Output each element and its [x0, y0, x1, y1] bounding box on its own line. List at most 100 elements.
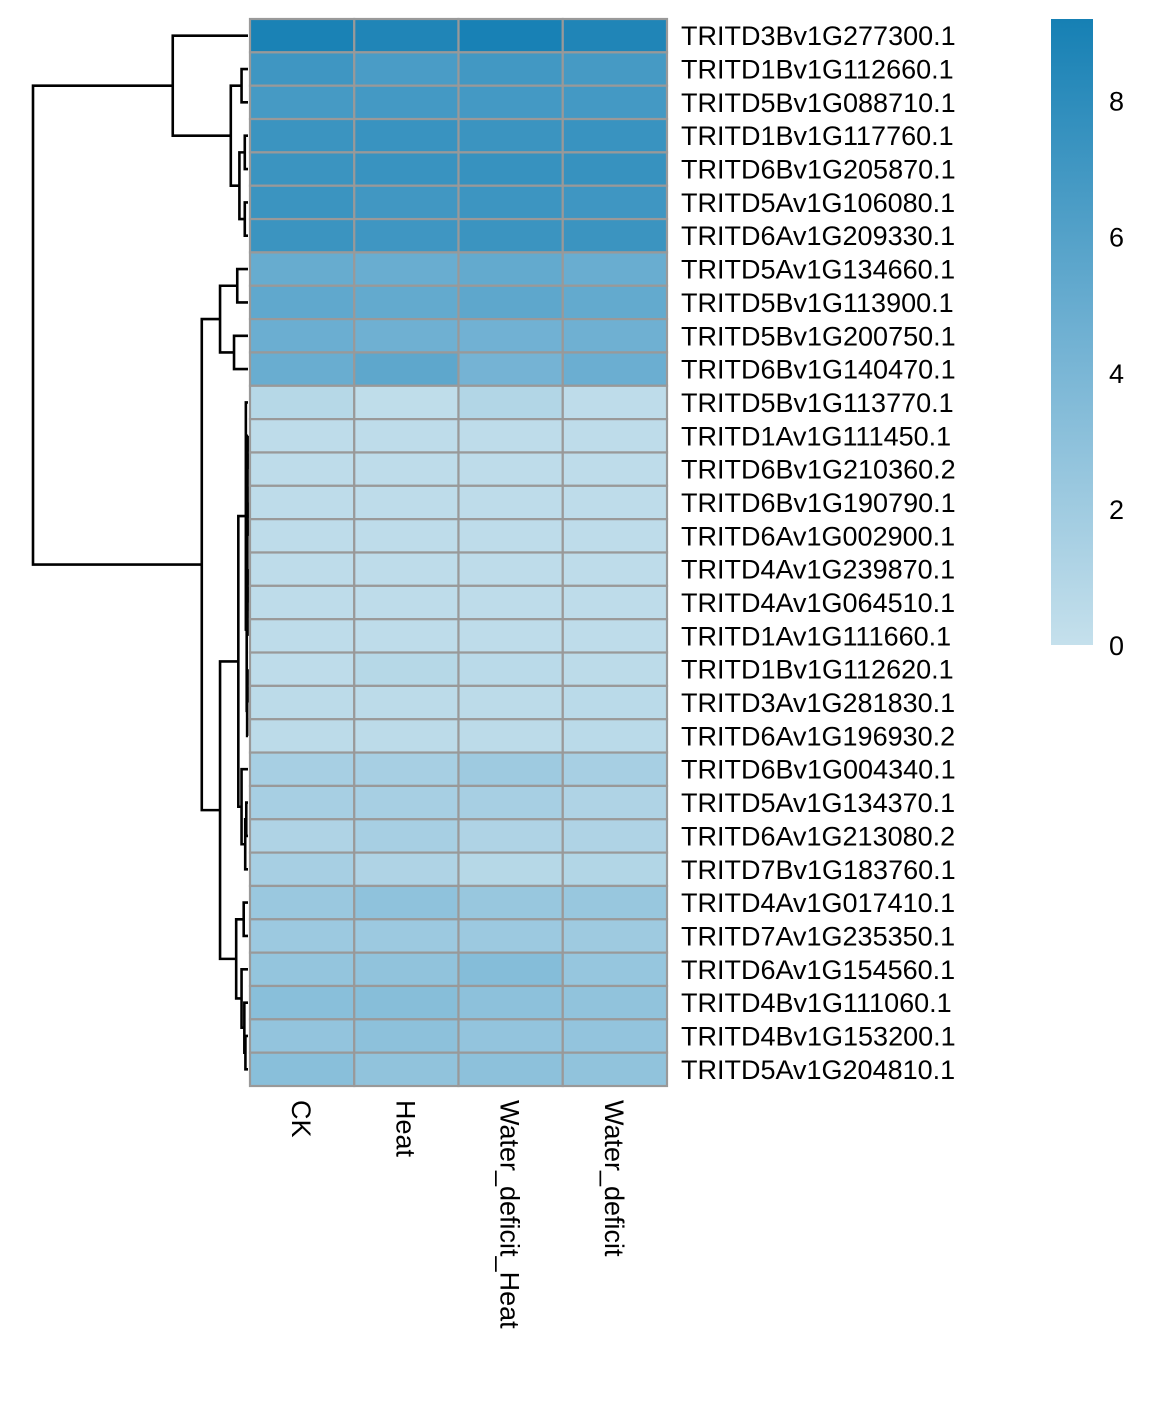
heatmap-cell	[561, 51, 669, 87]
heatmap-cell	[248, 384, 356, 421]
heatmap-cell	[353, 718, 460, 754]
row-label: TRITD4Av1G017410.1	[681, 888, 955, 918]
heatmap-cell	[353, 184, 460, 221]
heatmap-cell	[353, 17, 460, 54]
heatmap-cell	[353, 818, 460, 854]
dendrogram-branch	[244, 1034, 248, 1071]
heatmap-cell	[457, 918, 564, 954]
heatmap-cell	[353, 618, 460, 654]
row-label: TRITD6Bv1G004340.1	[681, 755, 956, 785]
heatmap-cell	[353, 784, 460, 821]
row-label: TRITD3Av1G281830.1	[681, 688, 955, 718]
heatmap-cell	[457, 551, 564, 587]
heatmap-cell	[248, 551, 356, 587]
heatmap-cell	[457, 784, 564, 821]
column-label: Water_deficit	[599, 1100, 629, 1257]
heatmap-cell	[248, 984, 356, 1021]
heatmap-cell	[561, 117, 669, 154]
dendrogram-branch	[243, 134, 248, 171]
heatmap-cell	[457, 651, 564, 687]
heatmap-cell	[248, 451, 356, 487]
dendrogram-branch	[243, 201, 248, 238]
heatmap-cell	[353, 1051, 460, 1088]
row-label: TRITD6Av1G154560.1	[681, 955, 955, 985]
heatmap-cell	[561, 984, 669, 1021]
heatmap-cell	[457, 451, 564, 487]
heatmap-cell	[353, 418, 460, 454]
heatmap-cell	[561, 251, 669, 287]
heatmap-cell	[353, 384, 460, 421]
row-label: TRITD5Av1G204810.1	[681, 1055, 955, 1085]
heatmap-cell	[561, 684, 669, 721]
row-labels: TRITD3Bv1G277300.1TRITD1Bv1G112660.1TRIT…	[681, 21, 956, 1085]
heatmap-cell	[353, 918, 460, 954]
heatmap-cell	[353, 684, 460, 721]
row-label: TRITD5Av1G134660.1	[681, 255, 955, 285]
heatmap-cell	[248, 117, 356, 154]
heatmap-cell	[561, 951, 669, 988]
heatmap-cell	[457, 384, 564, 421]
row-label: TRITD4Av1G064510.1	[681, 588, 955, 618]
heatmap-cell	[353, 317, 460, 354]
column-label: CK	[286, 1100, 316, 1138]
heatmap-cell	[353, 518, 460, 554]
heatmap-cell	[561, 451, 669, 487]
heatmap-cell	[457, 51, 564, 87]
heatmap-cell	[248, 351, 356, 387]
row-label: TRITD6Av1G213080.2	[681, 821, 955, 851]
heatmap-cell	[353, 84, 460, 121]
column-label: Water_deficit_Heat	[495, 1100, 525, 1329]
heatmap-cell	[561, 1051, 669, 1088]
dendrogram-branch	[240, 67, 248, 104]
heatmap-cell	[561, 284, 669, 321]
row-label: TRITD1Bv1G112620.1	[681, 655, 954, 685]
heatmap-cell	[561, 151, 669, 187]
heatmap-cell	[561, 1018, 669, 1054]
heatmap-cell	[457, 751, 564, 787]
heatmap-cell	[561, 484, 669, 521]
heatmap-cell	[561, 217, 669, 254]
heatmap-cell	[457, 884, 564, 921]
heatmap-cell	[457, 518, 564, 554]
heatmap-cell	[248, 751, 356, 787]
row-label: TRITD7Bv1G183760.1	[681, 855, 956, 885]
heatmap-cell	[353, 484, 460, 521]
heatmap-cell	[561, 84, 669, 121]
dendrogram-branch	[31, 84, 202, 566]
heatmap-cell	[353, 1018, 460, 1054]
dendrogram-branch	[200, 317, 221, 812]
heatmap-cell	[248, 84, 356, 121]
heatmap-cell	[248, 418, 356, 454]
row-dendrogram	[31, 34, 250, 1071]
heatmap-cell	[561, 17, 669, 54]
heatmap-cell	[457, 584, 564, 621]
colorbar-tick-label: 0	[1109, 631, 1124, 661]
heatmap-cell	[353, 584, 460, 621]
heatmap-cell	[457, 184, 564, 221]
heatmap-cell	[457, 84, 564, 121]
row-label: TRITD7Av1G235350.1	[681, 921, 955, 951]
heatmap-cell	[457, 818, 564, 854]
color-legend: 0 2 4 6 8	[1051, 19, 1124, 661]
heatmap-cell	[248, 317, 356, 354]
heatmap-cell	[248, 1018, 356, 1054]
heatmap-cell	[353, 984, 460, 1021]
heatmap-cell	[561, 818, 669, 854]
heatmap-cell	[353, 117, 460, 154]
heatmap-cell	[248, 851, 356, 888]
colorbar-ticks: 0 2 4 6 8	[1109, 87, 1124, 661]
heatmap-cell	[457, 117, 564, 154]
heatmap-cell	[457, 418, 564, 454]
heatmap-cell	[457, 317, 564, 354]
heatmap-cell	[457, 17, 564, 54]
heatmap-cell	[561, 884, 669, 921]
row-label: TRITD1Bv1G117760.1	[681, 121, 954, 151]
heatmap-cell	[457, 684, 564, 721]
heatmap-cell	[248, 518, 356, 554]
heatmap-cell	[561, 851, 669, 888]
heatmap-cell	[248, 1051, 356, 1088]
column-labels: CK Heat Water_deficit_Heat Water_deficit	[286, 1100, 629, 1329]
heatmap-cell	[561, 551, 669, 587]
row-label: TRITD6Av1G002900.1	[681, 521, 955, 551]
heatmap-cell	[561, 351, 669, 387]
